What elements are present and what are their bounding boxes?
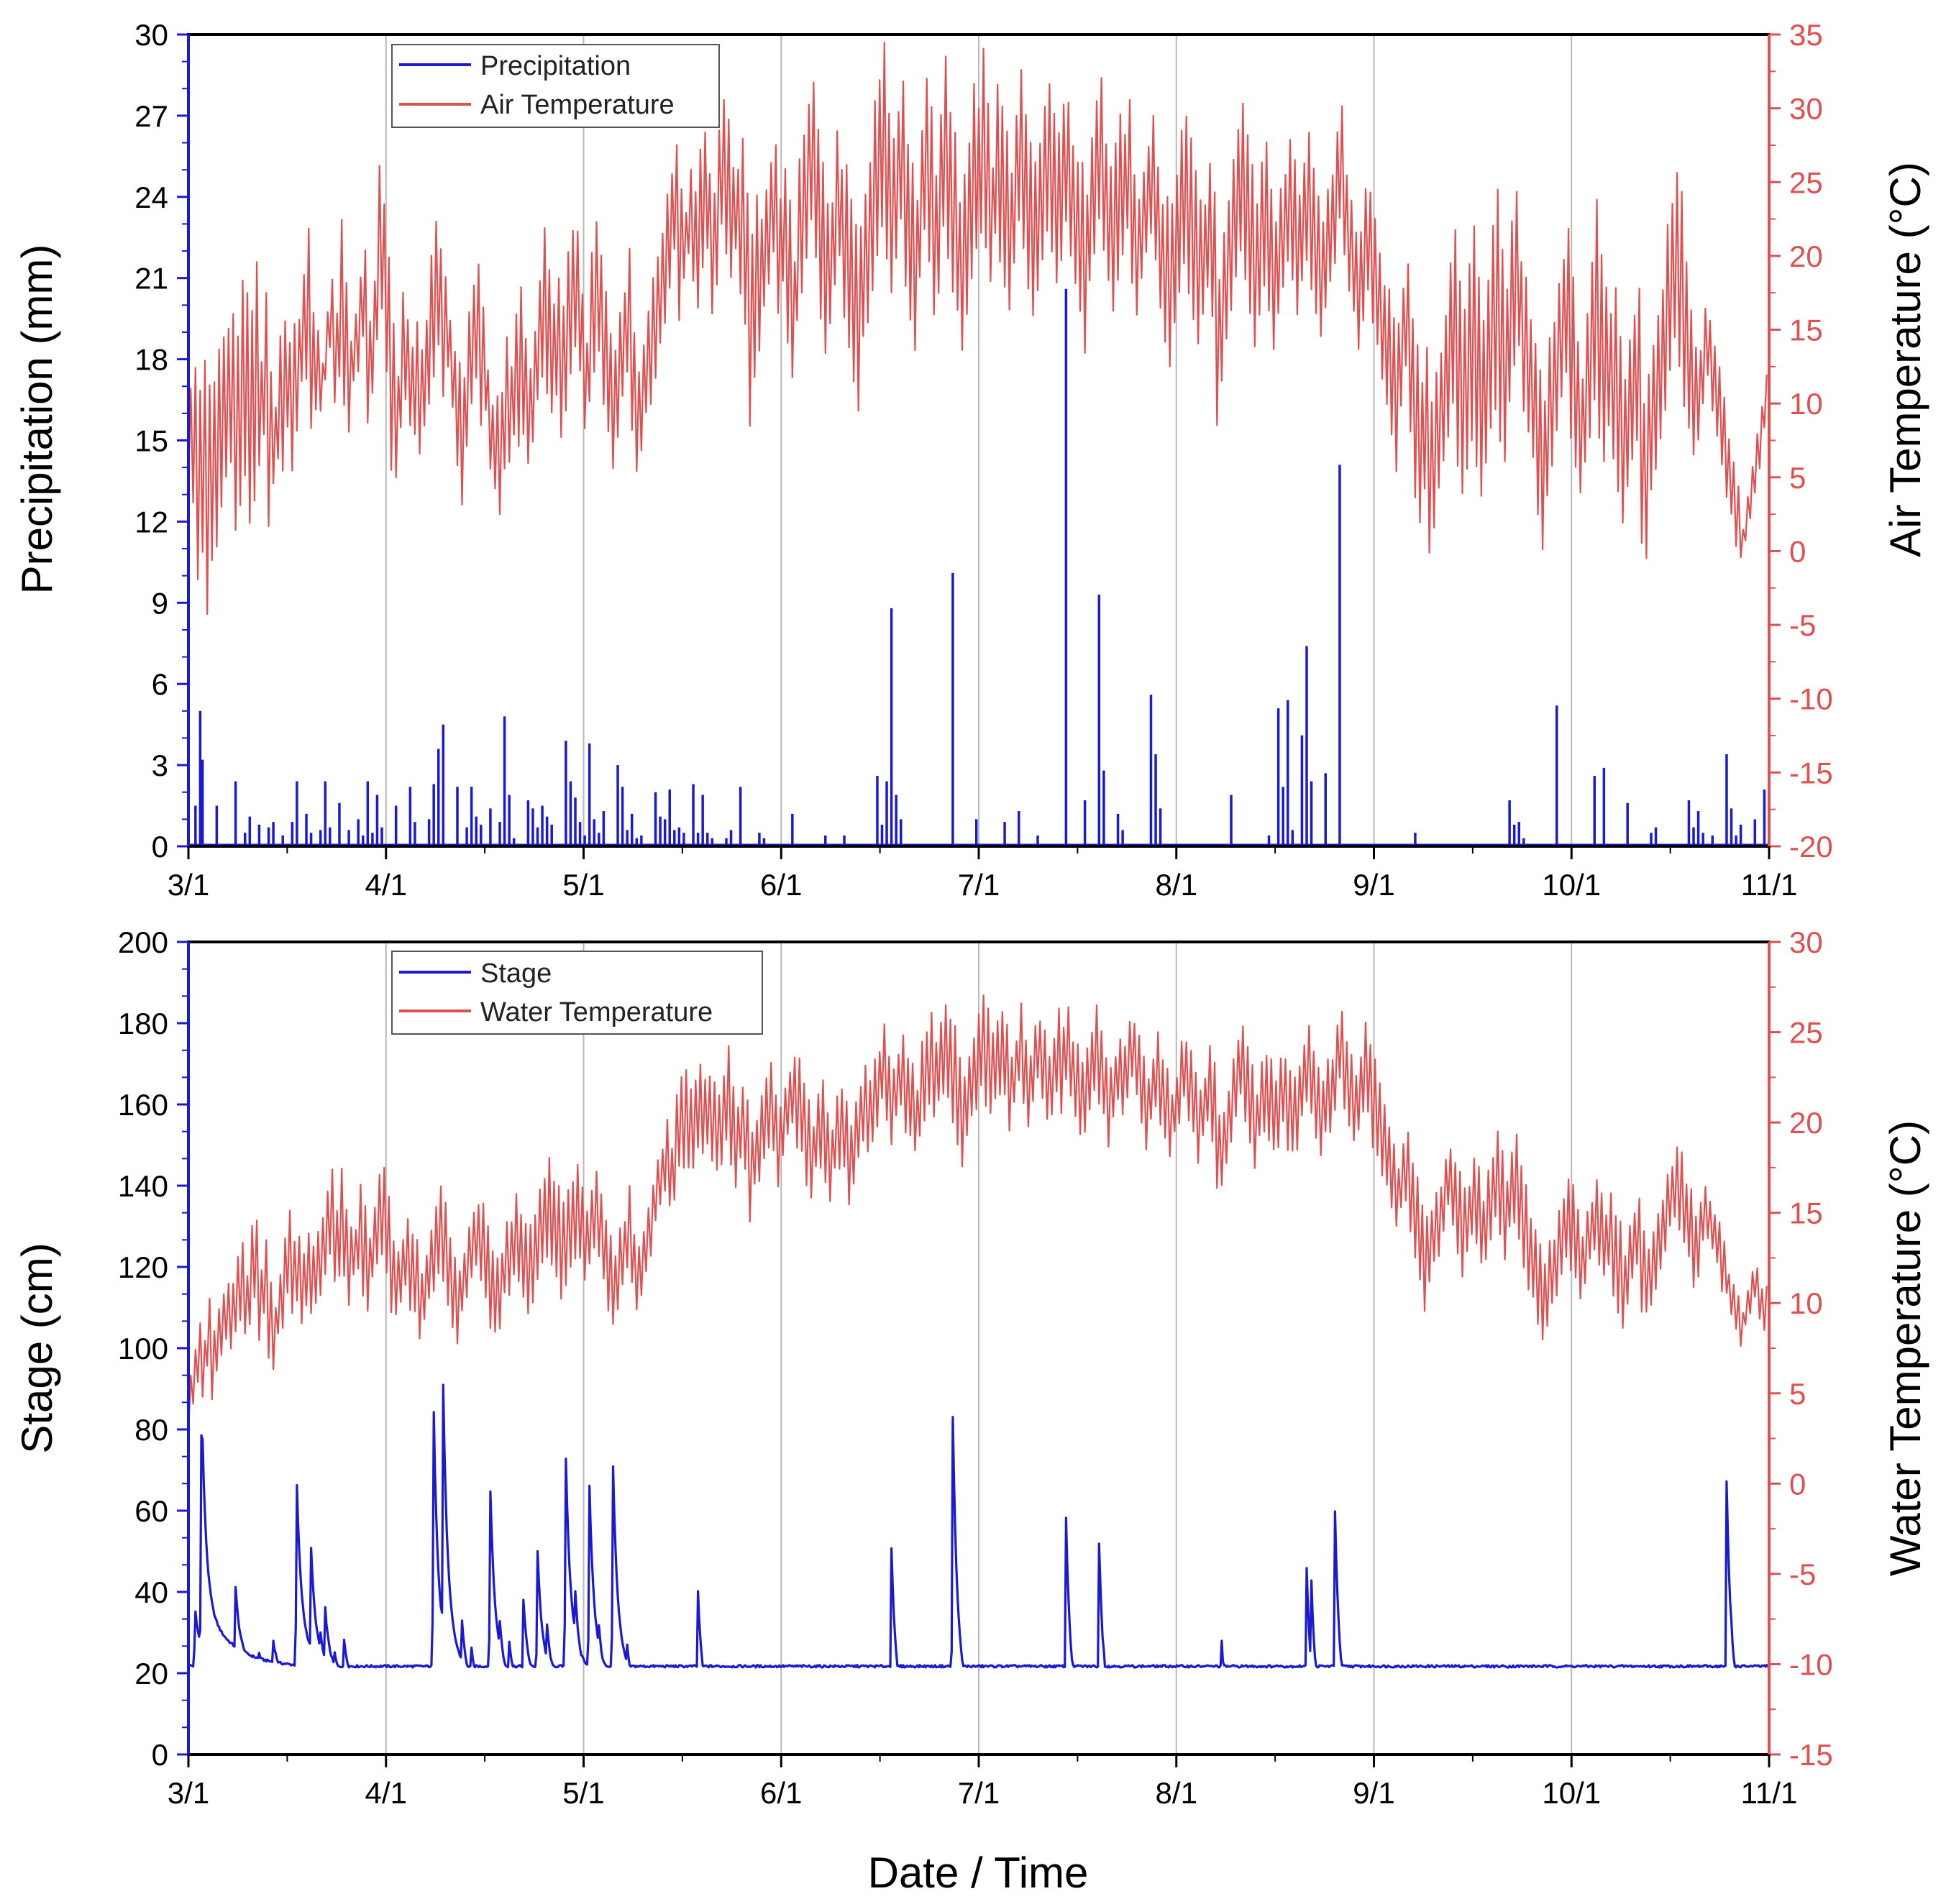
water-temperature-axis-title: Water Temperature (°C)	[1881, 1120, 1929, 1576]
x-tick-label: 5/1	[562, 868, 604, 902]
right-tick-label: 30	[1789, 925, 1823, 959]
air-temperature-axis-title: Air Temperature (°C)	[1881, 162, 1929, 557]
left-tick-label: 15	[134, 424, 168, 458]
left-tick-label: 180	[118, 1007, 168, 1040]
right-tick-label: 15	[1789, 313, 1823, 347]
right-tick-label: -20	[1789, 830, 1833, 864]
legend-air-temperature-label: Air Temperature	[480, 90, 675, 120]
right-tick-label: 25	[1789, 165, 1823, 199]
left-tick-label: 9	[152, 586, 168, 620]
left-tick-label: 30	[134, 18, 168, 52]
x-tick-label: 9/1	[1353, 1776, 1394, 1810]
x-tick-label: 11/1	[1741, 1776, 1798, 1810]
x-tick-label: 9/1	[1353, 868, 1394, 902]
left-tick-label: 27	[134, 99, 168, 133]
left-tick-label: 40	[134, 1575, 168, 1609]
right-tick-label: -5	[1789, 608, 1816, 642]
x-tick-label: 10/1	[1542, 1776, 1601, 1810]
precipitation-axis-title: Precipitation (mm)	[13, 244, 61, 595]
stage-axis: 0 20 40 60 80 100 120 140 160 180 200	[118, 925, 190, 1772]
legend-stage-label: Stage	[480, 958, 552, 989]
right-tick-label: 0	[1789, 1467, 1806, 1501]
top-legend-box	[391, 44, 720, 128]
left-tick-label: 3	[152, 749, 168, 782]
right-tick-label: 30	[1789, 92, 1823, 126]
left-tick-label: 24	[134, 180, 168, 214]
legend-water-temperature-label: Water Temperature	[480, 997, 713, 1027]
right-tick-label: 20	[1789, 1106, 1823, 1140]
series-line-stage	[187, 1383, 1770, 1669]
legend-precipitation-label: Precipitation	[480, 51, 631, 81]
right-tick-label: 5	[1789, 1377, 1806, 1411]
top-grid	[385, 35, 1573, 846]
left-tick-label: 200	[118, 925, 168, 959]
left-tick-label: 0	[152, 1738, 168, 1772]
right-tick-label: -10	[1789, 682, 1833, 716]
x-tick-label: 4/1	[365, 868, 407, 902]
top-legend: Precipitation Air Temperature	[391, 44, 720, 128]
right-tick-label: 35	[1789, 18, 1823, 52]
x-tick-label: 11/1	[1741, 868, 1798, 902]
series-line-air-temperature	[187, 42, 1768, 615]
x-tick-label: 3/1	[168, 1776, 209, 1810]
x-axis-title: Date / Time	[868, 1849, 1089, 1897]
x-tick-label: 7/1	[958, 1776, 1000, 1810]
right-tick-label: 10	[1789, 387, 1823, 421]
panel-water-temperature-stage: 0 20 40 60 80 100 120 140 160 180 200 -15 -10 -5 0 5 10…	[13, 925, 1929, 1810]
x-tick-label: 8/1	[1156, 1776, 1197, 1810]
left-tick-label: 0	[152, 830, 168, 864]
precipitation-series	[188, 288, 1769, 846]
x-tick-label: 6/1	[760, 1776, 802, 1810]
x-tick-label: 8/1	[1156, 868, 1197, 902]
series-line-water-temperature	[187, 994, 1768, 1434]
left-tick-label: 6	[152, 667, 168, 701]
left-tick-label: 60	[134, 1494, 168, 1528]
right-tick-label: 0	[1789, 534, 1806, 568]
top-date-axis: 3/1 4/1 5/1 6/1 7/1 8/1 9/1 10/1 11/1	[168, 846, 1798, 902]
right-tick-label: 5	[1789, 461, 1806, 495]
x-tick-label: 7/1	[958, 868, 1000, 902]
right-tick-label: 10	[1789, 1286, 1823, 1320]
right-tick-label: -15	[1789, 1738, 1833, 1772]
right-tick-label: 25	[1789, 1016, 1823, 1050]
panel-air-temperature-precipitation: 0 3 6 9 12 15 18 21 24 27 30 -20 -15 -10 -5 0 5 10 15 20 25…	[13, 18, 1929, 902]
left-tick-label: 100	[118, 1332, 168, 1365]
left-tick-label: 160	[118, 1088, 168, 1122]
left-tick-label: 12	[134, 505, 168, 539]
right-tick-label: -15	[1789, 756, 1833, 789]
bottom-legend-box	[391, 951, 763, 1035]
x-tick-label: 6/1	[760, 868, 802, 902]
left-tick-label: 18	[134, 343, 168, 377]
right-tick-label: 15	[1789, 1196, 1823, 1230]
water-temperature-axis: -15 -10 -5 0 5 10 15 20 25 30	[1768, 925, 1833, 1772]
right-tick-label: -5	[1789, 1557, 1816, 1591]
bottom-date-axis: 3/1 4/1 5/1 6/1 7/1 8/1 9/1 10/1 11/1	[168, 1754, 1798, 1810]
bottom-legend: Stage Water Temperature	[391, 951, 763, 1035]
air-temperature-axis: -20 -15 -10 -5 0 5 10 15 20 25 30 35	[1768, 18, 1833, 864]
left-tick-label: 80	[134, 1413, 168, 1447]
stage-axis-title: Stage (cm)	[13, 1242, 61, 1453]
right-tick-label: -10	[1789, 1647, 1833, 1681]
stage-series	[187, 1383, 1770, 1669]
water-temperature-series	[187, 994, 1768, 1434]
left-tick-label: 21	[134, 262, 168, 296]
precipitation-axis: 0 3 6 9 12 15 18 21 24 27 30	[134, 18, 190, 864]
left-tick-label: 120	[118, 1250, 168, 1284]
right-tick-label: 20	[1789, 239, 1823, 273]
x-tick-label: 10/1	[1542, 868, 1601, 902]
air-temperature-series	[187, 42, 1768, 615]
left-tick-label: 140	[118, 1169, 168, 1203]
left-tick-label: 20	[134, 1657, 168, 1690]
x-tick-label: 5/1	[562, 1776, 604, 1810]
x-tick-label: 4/1	[365, 1776, 407, 1810]
x-tick-label: 3/1	[168, 868, 209, 902]
